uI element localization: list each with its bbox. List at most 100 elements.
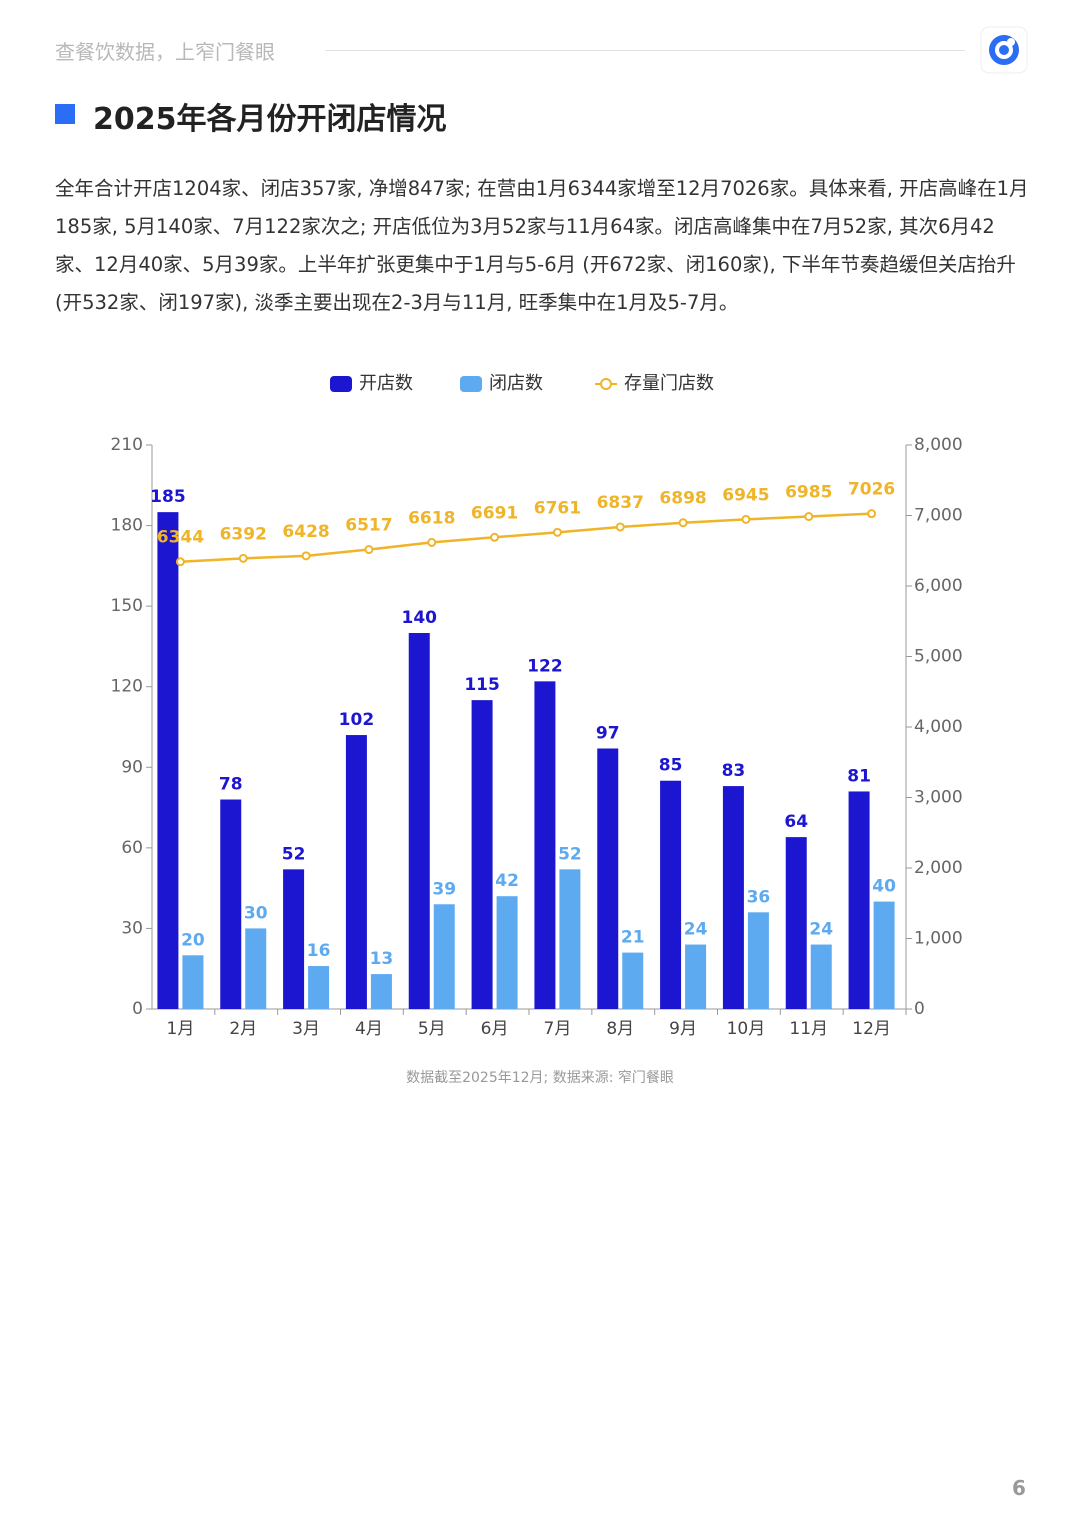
bar [157,512,179,1009]
line-point [867,509,877,519]
bar [660,780,682,1009]
bar [433,904,455,1009]
bar-value-label: 30 [244,903,268,923]
line-point [238,553,248,563]
x-tick-label: 4月 [355,1019,383,1039]
y-tick-label: 60 [121,838,143,858]
bar [220,799,242,1009]
line-point [552,527,562,537]
bar [308,966,330,1009]
x-tick-label: 12月 [852,1019,891,1039]
bar-value-label: 140 [402,608,438,628]
line-value-label: 6344 [157,528,204,548]
line-point [490,532,500,542]
bar [597,748,619,1009]
bar [496,896,518,1009]
bar-value-label: 24 [809,920,833,940]
x-tick-label: 10月 [727,1019,766,1039]
line-point [175,557,185,567]
y-tick-label: 180 [111,516,143,536]
y-tick-label: 0 [132,999,143,1019]
x-tick-label: 9月 [669,1019,697,1039]
bar [722,786,744,1009]
line-value-label: 6945 [722,485,769,505]
x-tick-label: 3月 [292,1019,320,1039]
y2-tick-label: 8,000 [914,435,963,455]
bar-value-label: 52 [282,844,306,864]
bar [685,944,707,1009]
bar [471,700,493,1009]
legend-swatch [330,376,352,392]
y-tick-label: 90 [121,757,143,777]
line-point [678,518,688,528]
bar-value-label: 83 [722,761,746,781]
bar-value-label: 20 [181,930,205,950]
section-title: 2025年各月份开闭店情况 [93,102,447,137]
page-number: 6 [1012,1476,1026,1500]
bar-value-label: 185 [150,487,186,507]
line-point [741,514,751,524]
bar [370,974,392,1009]
line-point [615,522,625,532]
x-tick-label: 6月 [481,1019,509,1039]
line-value-label: 6618 [408,508,455,528]
line-value-label: 6691 [471,503,518,523]
bar [785,837,807,1009]
bar [534,681,556,1009]
x-tick-label: 2月 [229,1019,257,1039]
line-value-label: 6428 [282,522,329,542]
line-value-label: 6517 [345,516,392,536]
line-point [427,537,437,547]
x-tick-label: 11月 [789,1019,828,1039]
bar-value-label: 39 [432,879,456,899]
bar [810,944,832,1009]
bar-value-label: 13 [370,949,394,969]
y2-tick-label: 0 [914,999,925,1019]
bar [848,791,870,1009]
bar-value-label: 122 [527,656,563,676]
bar-value-label: 115 [464,675,500,695]
y2-tick-label: 3,000 [914,788,963,808]
bar-value-label: 52 [558,844,582,864]
bar [245,928,267,1009]
y2-tick-label: 6,000 [914,576,963,596]
header-rule [325,50,965,51]
bar [559,869,581,1009]
bar-value-label: 40 [872,877,896,897]
bar-value-label: 16 [307,941,331,961]
chart-note: 数据截至2025年12月; 数据来源: 窄门餐眼 [406,1070,674,1086]
bar-value-label: 97 [596,723,620,743]
bar-value-label: 78 [219,775,243,795]
x-tick-label: 8月 [606,1019,634,1039]
line-point [804,512,814,522]
line-value-label: 6761 [534,498,581,518]
line-value-label: 7026 [848,480,895,500]
bar-value-label: 21 [621,928,645,948]
bar [747,912,769,1009]
bar [408,633,430,1009]
line-point [301,551,311,561]
chart: 0 30 60 90 120 150 180 210 0 1,000 2,000 3,000 4,000… [111,373,963,1039]
line-value-label: 6898 [659,489,706,509]
y2-tick-label: 2,000 [914,858,963,878]
line-value-label: 6985 [785,483,832,503]
y-tick-label: 150 [111,596,143,616]
title-marker [55,104,75,124]
y-tick-label: 210 [111,435,143,455]
y2-tick-label: 5,000 [914,647,963,667]
legend-marker [600,378,612,390]
bar-value-label: 36 [747,887,771,907]
y2-tick-label: 7,000 [914,506,963,526]
line-point [364,545,374,555]
bar-value-label: 64 [784,812,808,832]
line-value-label: 6392 [220,524,267,544]
summary-paragraph: 全年合计开店1204家、闭店357家, 净增847家; 在营由1月6344家增至… [55,177,1029,314]
line-value-label: 6837 [597,493,644,513]
bar-value-label: 102 [339,710,375,730]
bar [283,869,305,1009]
legend-swatch [460,376,482,392]
x-tick-label: 5月 [418,1019,446,1039]
legend-label: 开店数 [359,373,413,394]
x-tick-label: 1月 [167,1019,195,1039]
